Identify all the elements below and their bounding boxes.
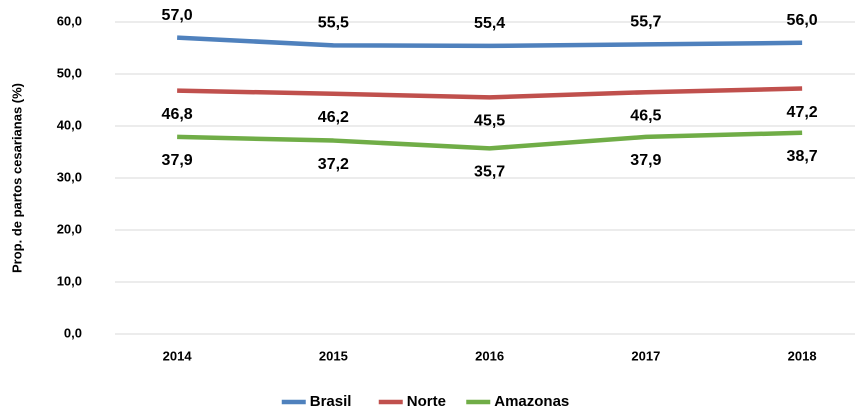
x-tick-label: 2014 [163, 348, 193, 363]
data-label: 37,9 [630, 152, 661, 169]
y-tick-label: 0,0 [64, 325, 82, 340]
data-label: 55,5 [318, 15, 349, 32]
data-label: 46,8 [162, 106, 193, 123]
y-tick-label: 10,0 [57, 273, 82, 288]
data-label: 55,4 [474, 15, 505, 32]
data-label: 56,0 [787, 12, 818, 29]
data-label: 37,2 [318, 156, 349, 173]
data-label: 46,5 [630, 107, 661, 124]
data-label: 37,9 [162, 152, 193, 169]
data-label: 57,0 [162, 7, 193, 24]
x-tick-label: 2018 [788, 348, 817, 363]
data-label: 35,7 [474, 164, 505, 181]
y-axis-label: Prop. de partos cesarianas (%) [9, 83, 24, 273]
y-tick-label: 50,0 [57, 65, 82, 80]
y-tick-label: 60,0 [57, 13, 82, 28]
legend-label: Amazonas [494, 393, 569, 410]
y-tick-label: 40,0 [57, 117, 82, 132]
data-label: 55,7 [630, 14, 661, 31]
y-tick-label: 20,0 [57, 221, 82, 236]
line-series [177, 35, 803, 49]
data-label: 47,2 [787, 104, 818, 121]
legend-label: Norte [407, 393, 446, 410]
y-tick-label: 30,0 [57, 169, 82, 184]
data-label: 46,2 [318, 109, 349, 126]
x-tick-label: 2017 [631, 348, 660, 363]
x-tick-label: 2016 [475, 348, 504, 363]
data-label: 45,5 [474, 113, 505, 130]
legend-label: Brasil [310, 393, 352, 410]
line-series [177, 86, 803, 100]
data-label: 38,7 [787, 148, 818, 165]
line-series [177, 130, 803, 151]
x-tick-label: 2015 [319, 348, 348, 363]
